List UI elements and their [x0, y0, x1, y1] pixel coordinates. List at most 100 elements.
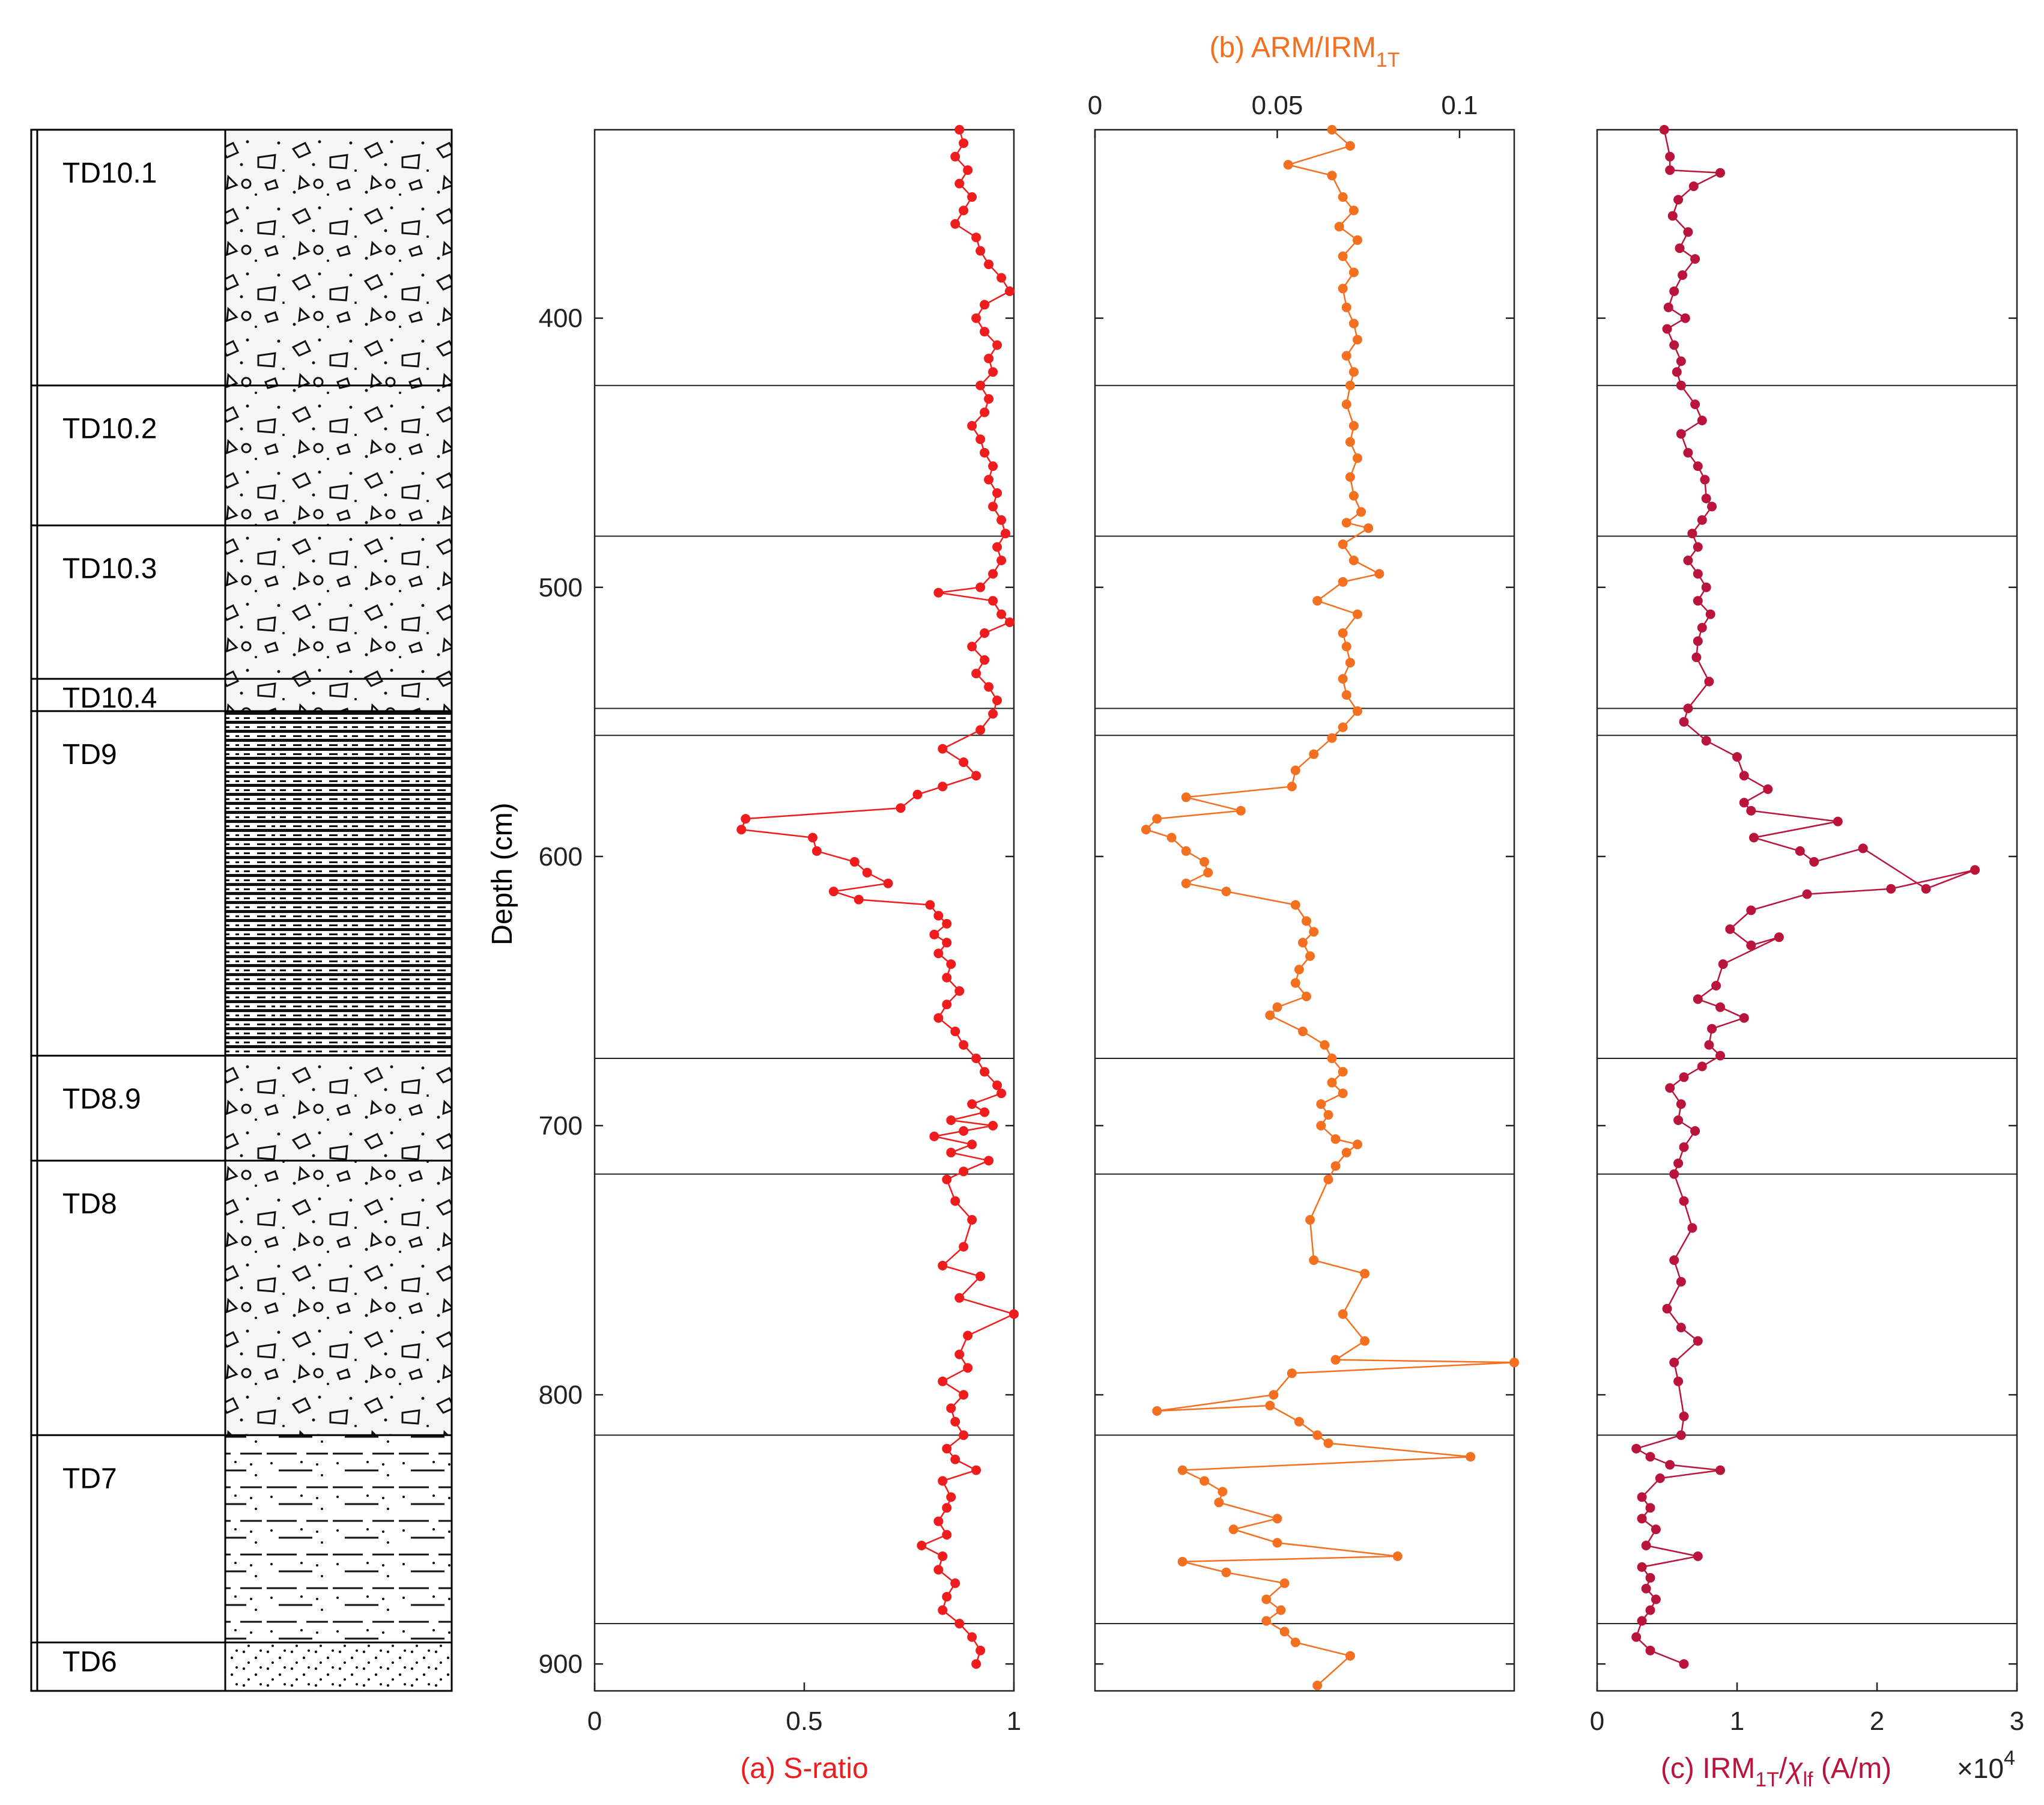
- plot-frame: [1094, 129, 1515, 1692]
- data-point: [984, 394, 994, 404]
- data-point: [1341, 690, 1351, 700]
- data-point: [912, 789, 923, 799]
- data-point: [1679, 1072, 1689, 1082]
- data-point: [988, 461, 998, 472]
- data-point: [959, 1242, 969, 1252]
- data-point: [1005, 617, 1014, 627]
- data-point: [950, 151, 960, 162]
- data-point: [1214, 1497, 1224, 1508]
- data-point: [1338, 251, 1348, 261]
- data-point: [984, 353, 994, 363]
- data-point: [1298, 938, 1308, 948]
- data-point: [950, 1196, 960, 1206]
- data-point: [1005, 286, 1014, 296]
- data-point: [1265, 1401, 1275, 1410]
- data-point: [984, 259, 994, 270]
- data-point: [1763, 784, 1773, 794]
- data-point: [828, 887, 839, 897]
- data-point: [1356, 507, 1366, 517]
- data-point: [938, 1551, 948, 1561]
- x-tick-label: 2: [1870, 1706, 1884, 1736]
- data-point: [1672, 367, 1682, 377]
- unit-label-td10-4: TD10.4: [62, 682, 157, 714]
- data-point: [954, 986, 965, 996]
- data-point: [1676, 356, 1686, 366]
- data-point: [1221, 887, 1231, 897]
- data-point: [1360, 1336, 1370, 1346]
- data-point: [917, 1541, 927, 1550]
- x-axis-label-subscript: 1T: [1376, 49, 1400, 71]
- x-axis-label-b: (b) ARM/IRM1T: [1209, 32, 1400, 71]
- depth-tick-label: 500: [539, 573, 583, 602]
- data-point: [992, 340, 1002, 350]
- x-tick-label: 1: [1007, 1706, 1021, 1736]
- data-point: [933, 911, 944, 921]
- data-point: [1177, 1556, 1187, 1567]
- depth-axis-label: Depth (cm): [487, 802, 518, 945]
- data-point: [1693, 994, 1703, 1004]
- data-point: [1348, 556, 1359, 565]
- data-point: [1272, 1538, 1282, 1548]
- data-point: [1287, 781, 1297, 792]
- depth-tick-label: 900: [539, 1649, 583, 1679]
- data-point: [1739, 798, 1749, 808]
- data-point: [1283, 160, 1293, 170]
- data-point: [1327, 733, 1337, 743]
- data-point: [1645, 1573, 1655, 1583]
- data-point: [1181, 846, 1191, 856]
- data-point: [1669, 1358, 1679, 1368]
- data-point: [959, 1390, 969, 1400]
- data-point: [1673, 195, 1684, 205]
- x-axis-label-slash: /: [1779, 1753, 1788, 1785]
- data-point: [942, 938, 952, 948]
- data-point: [1705, 609, 1715, 619]
- data-point: [1693, 596, 1703, 606]
- depth-tick-label: 400: [539, 304, 583, 333]
- data-point: [741, 814, 751, 824]
- data-point: [1199, 857, 1210, 867]
- data-point: [1353, 706, 1362, 716]
- data-point: [1330, 1355, 1341, 1365]
- data-point: [1338, 192, 1348, 202]
- data-point: [1261, 1594, 1272, 1604]
- data-point: [942, 972, 952, 983]
- data-point: [1287, 1368, 1297, 1379]
- multiplier-exponent: 4: [2004, 1747, 2015, 1770]
- data-point: [1276, 1605, 1286, 1615]
- data-point: [959, 1040, 969, 1050]
- data-point: [1466, 1452, 1476, 1462]
- series-line-a: [741, 129, 1015, 1664]
- data-point: [1711, 981, 1721, 990]
- data-point: [938, 1376, 948, 1386]
- data-point: [950, 1027, 960, 1037]
- data-point: [1676, 1099, 1686, 1109]
- data-point: [1886, 884, 1896, 894]
- data-point: [1294, 965, 1304, 975]
- lithology-block: [225, 1642, 452, 1691]
- data-point: [1690, 254, 1700, 264]
- data-point: [808, 833, 817, 843]
- data-point: [1348, 420, 1359, 431]
- data-point: [1715, 1002, 1725, 1012]
- data-point: [1320, 1040, 1330, 1050]
- data-point: [1341, 518, 1351, 528]
- data-point: [849, 857, 860, 867]
- data-point: [1704, 676, 1714, 687]
- data-point: [1334, 222, 1344, 232]
- data-point: [1690, 399, 1700, 410]
- data-point: [967, 1099, 977, 1109]
- data-point: [1700, 475, 1710, 485]
- data-point: [980, 327, 990, 337]
- data-point: [925, 900, 935, 910]
- data-point: [959, 205, 969, 216]
- stratigraphic-column: TD10.1 TD10.2 TD10.3 TD10.4 TD9 TD8.9 TD8 TD7 TD…: [30, 129, 453, 1692]
- data-point: [1637, 1562, 1647, 1572]
- data-point: [1669, 340, 1679, 350]
- data-point: [1641, 1541, 1651, 1550]
- data-point: [975, 725, 986, 735]
- data-point: [1327, 171, 1337, 181]
- data-point: [1693, 1551, 1703, 1561]
- data-point: [1316, 1099, 1326, 1109]
- data-point: [975, 434, 986, 444]
